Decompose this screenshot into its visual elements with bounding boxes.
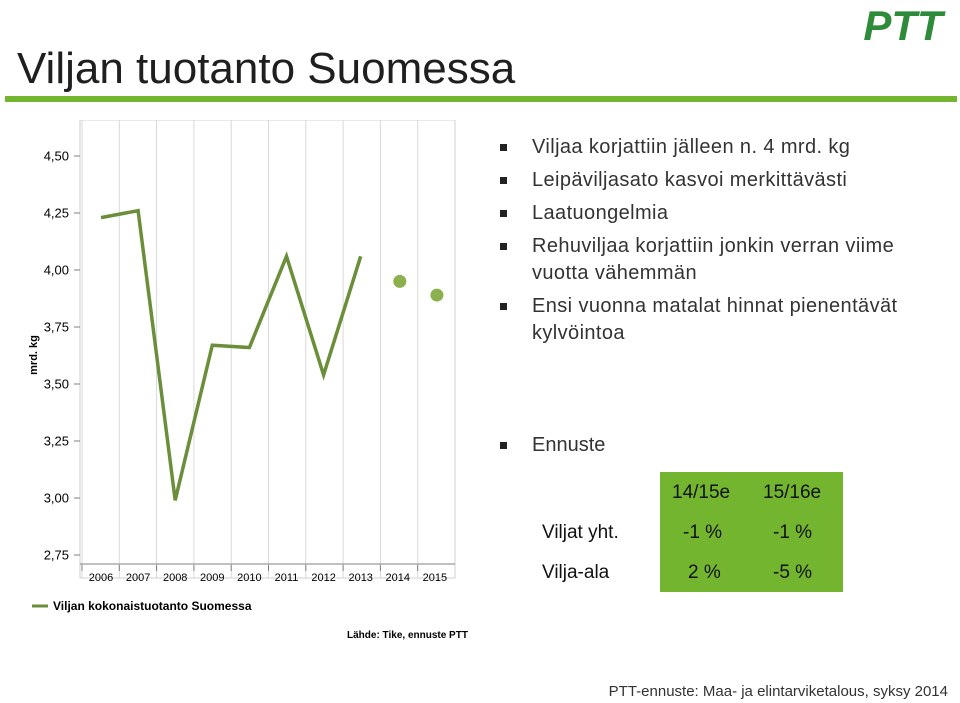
legend-label: Viljan kokonaistuotanto Suomessa — [53, 599, 252, 613]
key-points-list: Viljaa korjattiin jälleen n. 4 mrd. kg L… — [498, 134, 948, 353]
forecast-table-background — [660, 472, 843, 592]
x-tick-label: 2010 — [237, 572, 261, 584]
forecast-row-label: Vilja-ala — [542, 562, 610, 583]
y-tick-label: 3,00 — [44, 491, 69, 506]
x-tick-label: 2013 — [348, 572, 372, 584]
forecast-col-header: 14/15e — [672, 482, 731, 503]
y-tick-label: 3,50 — [44, 377, 69, 392]
y-tick-label: 4,00 — [44, 263, 69, 278]
forecast-cell: 2 % — [688, 562, 721, 583]
y-tick-label: 2,75 — [44, 548, 69, 563]
chart-grid — [81, 120, 419, 578]
y-tick-label: 4,50 — [44, 149, 69, 164]
x-tick-label: 2011 — [275, 572, 299, 584]
chart-series — [100, 208, 444, 501]
bullet-item: Laatuongelmia — [498, 200, 948, 227]
x-tick-label: 2014 — [386, 572, 410, 584]
x-tick-label: 2008 — [163, 572, 187, 584]
forecast-row-label: Viljat yht. — [542, 522, 619, 543]
x-tick-label: 2012 — [311, 572, 335, 584]
y-tick-label: 3,25 — [44, 434, 69, 449]
x-tick-label: 2006 — [89, 572, 113, 584]
x-tick-label: 2015 — [423, 572, 447, 584]
series-line — [100, 208, 363, 501]
forecast-cell: -5 % — [773, 562, 813, 583]
y-axis-ticks: 4,50 4,25 4,00 3,75 3,50 3,25 3,00 2,75 — [44, 149, 80, 563]
logo-text: PTT — [863, 2, 946, 46]
ptt-logo: PTT — [863, 2, 946, 46]
forecast-point — [430, 288, 444, 302]
bullet-item: Leipäviljasato kasvoi merkittävästi — [498, 167, 948, 194]
y-tick-label: 4,25 — [44, 206, 69, 221]
x-tick-label: 2007 — [126, 572, 150, 584]
page-title: Viljan tuotanto Suomessa — [17, 44, 516, 93]
forecast-heading: Ennuste — [498, 432, 605, 459]
forecast-cell: -1 % — [773, 522, 813, 543]
y-axis-label: mrd. kg — [28, 335, 40, 375]
bullet-item: Ensi vuonna matalat hinnat pienentävät k… — [498, 293, 948, 347]
title-divider — [5, 96, 957, 102]
forecast-col-header: 15/16e — [763, 482, 822, 503]
bullet-item: Rehuviljaa korjattiin jonkin verran viim… — [498, 233, 948, 287]
production-chart: 4,504,254,003,753,503,253,002,75 2006 200… — [28, 120, 468, 641]
chart-plot-frame — [79, 120, 456, 579]
bullet-item: Viljaa korjattiin jälleen n. 4 mrd. kg — [498, 134, 948, 161]
x-tick-label: 2009 — [200, 572, 224, 584]
footer-text: PTT-ennuste: Maa- ja elintarviketalous, … — [608, 683, 948, 700]
y-tick-label: 3,75 — [44, 320, 69, 335]
x-axis-ticks: 2006 2007 2008 2009 2010 2011 2012 2013 2014 2015 — [80, 563, 455, 584]
forecast-point — [393, 274, 407, 288]
chart-source: Lähde: Tike, ennuste PTT — [347, 630, 468, 641]
forecast-cell: -1 % — [683, 522, 723, 543]
